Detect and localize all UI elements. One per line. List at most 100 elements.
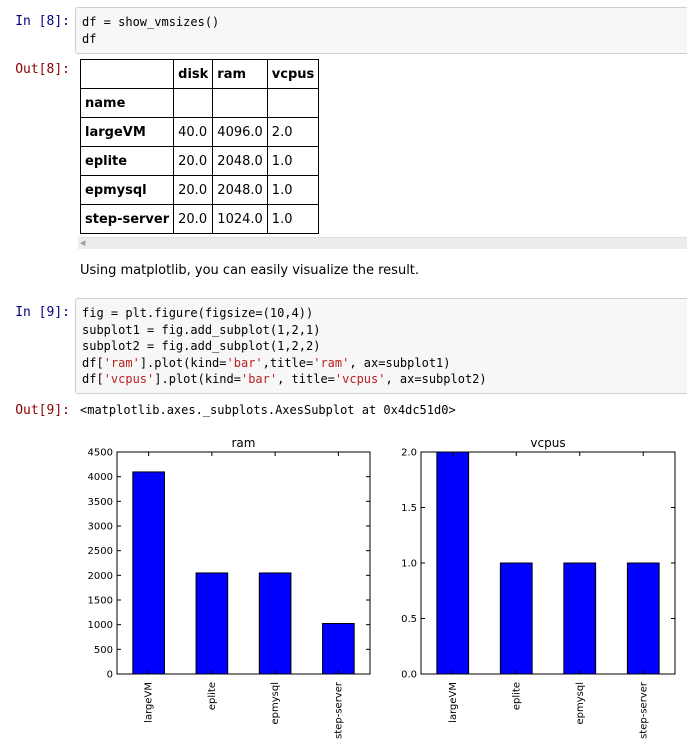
table-cell: 1024.0 [212, 204, 268, 234]
plot-frame [420, 451, 676, 675]
table-row: largeVM 40.0 4096.0 2.0 [79, 117, 320, 147]
table-cell: 20.0 [173, 146, 214, 176]
y-tick-label: 2000 [88, 571, 113, 582]
x-tick-label: epmysql [270, 682, 281, 725]
row-index-cell: step-server [79, 204, 175, 234]
y-tick-label: 4000 [88, 472, 113, 483]
code-cell-8[interactable]: df = show_vmsizes() df [75, 7, 687, 54]
x-tick-label: step-server [333, 681, 344, 739]
code-token: ].plot(kind= [139, 355, 227, 370]
markdown-text: Using matplotlib, you can easily visuali… [80, 263, 420, 278]
code-line: fig = plt.figure(figsize=(10,4)) [82, 306, 313, 320]
y-tick-label: 0.5 [401, 614, 417, 625]
code-line: subplot2 = fig.add_subplot(1,2,2) [82, 339, 320, 353]
table-cell: 4096.0 [212, 117, 268, 147]
x-tick-label: largeVM [448, 682, 459, 723]
x-tick-label: epmysql [575, 682, 586, 725]
empty-cell [212, 88, 268, 118]
chart-bar [322, 622, 355, 675]
chart-title: ram [232, 436, 256, 450]
code-line: df['vcpus'].plot(kind='bar', title='vcpu… [82, 372, 487, 386]
table-header-row: disk ram vcpus [79, 59, 320, 89]
row-index-cell: largeVM [79, 117, 175, 147]
dataframe-table: disk ram vcpus name largeVM 40.0 4096.0 … [79, 59, 320, 234]
code-string-token: 'bar' [226, 355, 263, 370]
code-token: subplot2 = fig.add_subplot(1,2,2) [82, 339, 321, 353]
code-editor-8[interactable]: df = show_vmsizes() df [76, 8, 687, 47]
charts-figure: largeVM eplite epmysql step-server 0 500 1000 1… [88, 436, 676, 739]
x-tick-label: step-server [638, 681, 649, 739]
code-token: , ax=subplot1) [349, 355, 451, 370]
code-string-token: 'bar' [240, 372, 278, 386]
table-cell: 1.0 [266, 175, 320, 205]
code-token: ].plot(kind= [154, 372, 241, 386]
table-header-cell [79, 59, 175, 89]
y-tick-label: 1.5 [401, 503, 417, 514]
table-row: eplite 20.0 2048.0 1.0 [79, 146, 320, 176]
code-line: df['ram'].plot(kind='bar',title='ram', a… [82, 356, 451, 370]
index-name-cell: name [79, 88, 175, 118]
x-tick-label: eplite [207, 682, 218, 710]
chart-bar [258, 572, 292, 675]
x-tick-label: eplite [511, 682, 522, 710]
table-index-name-row: name [79, 88, 320, 118]
y-tick-label: 0.0 [401, 670, 417, 681]
code-string-token: 'vcpus' [103, 372, 155, 386]
row-index-cell: eplite [79, 146, 175, 176]
chart-bar [132, 471, 165, 675]
code-line: df [82, 31, 97, 46]
row-index-cell: epmysql [79, 175, 175, 205]
y-tick-label: 1.0 [401, 559, 417, 570]
table-cell: 1.0 [266, 146, 320, 176]
code-token: ,title= [262, 355, 314, 370]
plot-frame [116, 451, 371, 675]
chart-bar [436, 451, 470, 675]
y-tick-label: 500 [94, 645, 113, 656]
code-token: df[ [82, 355, 104, 370]
code-string-token: 'vcpus' [334, 372, 386, 386]
code-editor-9[interactable]: fig = plt.figure(figsize=(10,4)) subplot… [76, 299, 687, 388]
code-line: df = show_vmsizes() [82, 15, 220, 29]
output-prompt-9: Out[9]: [15, 403, 70, 418]
table-cell: 40.0 [173, 117, 214, 147]
table-cell: 2048.0 [212, 146, 268, 176]
chart-title: vcpus [530, 436, 565, 450]
y-tick-label: 1500 [88, 596, 113, 607]
code-cell-9[interactable]: fig = plt.figure(figsize=(10,4)) subplot… [75, 298, 687, 394]
code-token: , ax=subplot2) [385, 372, 487, 386]
table-header-cell: ram [212, 59, 268, 89]
y-tick-label: 4500 [88, 448, 113, 459]
table-row: step-server 20.0 1024.0 1.0 [79, 204, 320, 234]
empty-cell [173, 88, 214, 118]
table-header-cell: vcpus [266, 59, 320, 89]
y-tick-label: 3000 [88, 522, 113, 533]
y-tick-label: 2500 [88, 546, 113, 557]
chart-bar [626, 562, 660, 675]
horizontal-scrollbar[interactable]: ◀ [78, 237, 687, 249]
code-string-token: 'ram' [313, 355, 350, 370]
output-text-9: <matplotlib.axes._subplots.AxesSubplot a… [80, 403, 456, 417]
table-row: epmysql 20.0 2048.0 1.0 [79, 175, 320, 205]
chart-bar [563, 562, 597, 675]
scroll-left-arrow-icon[interactable]: ◀ [80, 239, 86, 247]
table-cell: 1.0 [266, 204, 320, 234]
y-tick-label: 0 [107, 670, 113, 681]
code-line: subplot1 = fig.add_subplot(1,2,1) [82, 323, 320, 337]
empty-cell [266, 88, 320, 118]
code-token: fig = plt.figure(figsize=(10,4)) [82, 306, 314, 320]
table-cell: 20.0 [173, 175, 214, 205]
y-tick-label: 3500 [88, 497, 113, 508]
code-token: subplot1 = fig.add_subplot(1,2,1) [82, 322, 321, 337]
table-cell: 2.0 [266, 117, 320, 147]
table-header-cell: disk [173, 59, 214, 89]
code-token: , title= [277, 372, 335, 386]
table-cell: 2048.0 [212, 175, 268, 205]
y-tick-label: 2.0 [401, 448, 417, 459]
chart-bar [499, 562, 533, 675]
input-prompt-9: In [9]: [15, 305, 70, 320]
chart-bar [195, 572, 229, 675]
code-string-token: 'ram' [103, 355, 140, 370]
table-cell: 20.0 [173, 204, 214, 234]
code-token: df[ [82, 372, 104, 386]
output-prompt-8: Out[8]: [15, 62, 70, 77]
